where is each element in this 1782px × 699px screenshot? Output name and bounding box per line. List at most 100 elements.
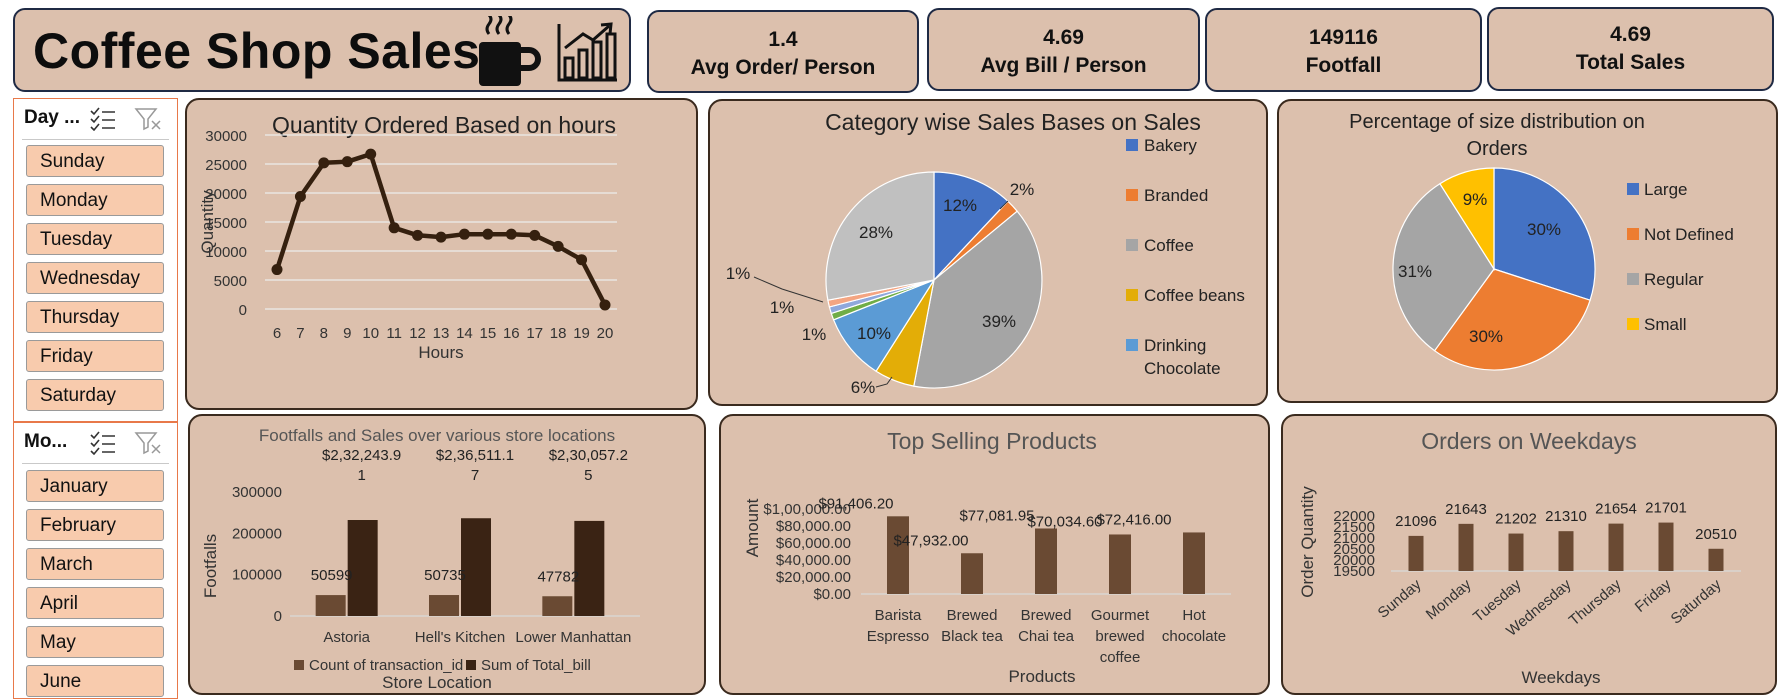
data-label: $2,36,511.1	[436, 447, 514, 464]
kpi-value: 4.69	[1043, 26, 1084, 49]
y-tick-label: 100000	[232, 567, 282, 584]
pie-slice	[825, 171, 935, 301]
slicer-item-january[interactable]: January	[26, 470, 164, 502]
x-tick-label: Hot	[1182, 607, 1206, 624]
x-tick-label: 15	[480, 325, 497, 342]
bar	[961, 553, 983, 594]
x-tick-label: 17	[526, 325, 543, 342]
y-tick-label: 22000	[1333, 508, 1375, 525]
data-label: 39%	[982, 312, 1016, 331]
data-label: $70,034.60	[1027, 513, 1102, 530]
legend-label: Regular	[1644, 270, 1704, 289]
y-axis-label: Order Quantity	[1298, 486, 1317, 598]
kpi-label: Footfall	[1305, 54, 1382, 77]
slicer-item-friday[interactable]: Friday	[26, 340, 164, 372]
data-label: 1%	[802, 325, 827, 344]
data-label: 12%	[943, 196, 977, 215]
y-axis-label: Quantity	[198, 190, 217, 254]
data-point	[365, 148, 377, 160]
x-tick-label: Hell's Kitchen	[415, 629, 505, 646]
x-tick-label: brewed	[1095, 628, 1144, 645]
data-label: $77,081.95	[959, 507, 1034, 524]
legend-label: Drinking	[1144, 336, 1206, 355]
data-point	[294, 190, 306, 202]
multi-select-icon[interactable]	[90, 431, 116, 455]
legend-label: Bakery	[1144, 136, 1197, 155]
data-label: 21202	[1495, 511, 1537, 528]
data-label: 1%	[726, 264, 751, 283]
slicer-item-saturday[interactable]: Saturday	[26, 379, 164, 411]
chart-title: Footfalls and Sales over various store l…	[259, 426, 615, 445]
x-tick-label: 13	[433, 325, 450, 342]
y-tick-label: 200000	[232, 525, 282, 542]
leader-line	[875, 376, 893, 388]
x-tick-label: 10	[362, 325, 379, 342]
y-tick-label: 300000	[232, 484, 282, 501]
x-tick-label: 7	[296, 325, 304, 342]
x-axis-label: Hours	[418, 343, 463, 362]
legend-label: Coffee beans	[1144, 286, 1245, 305]
kpi-card-avg-order: 1.4 Avg Order/ Person	[647, 10, 919, 93]
stores-chart-panel: Footfalls and Sales over various store l…	[188, 414, 706, 695]
weekdays-bar-chart: Orders on Weekdays1950020000205002100021…	[1298, 428, 1741, 687]
slicer-item-sunday[interactable]: Sunday	[26, 145, 164, 177]
x-tick-label: Brewed	[1021, 607, 1072, 624]
products-bar-chart: Top Selling Products $0.00$20,000.00$40,0…	[743, 428, 1231, 686]
pie-slice	[1493, 167, 1596, 301]
data-label: 50735	[424, 567, 466, 584]
data-label: 1	[357, 467, 365, 484]
x-tick-label: Gourmet	[1091, 607, 1150, 624]
products-chart-panel: Top Selling Products $0.00 $20,000.00 $40,0…	[719, 414, 1270, 695]
month-slicer-title: Mo...	[24, 431, 68, 452]
category-pie-chart: Category wise Sales Bases on Sales 12% 2% 3…	[726, 109, 1245, 397]
slicer-item-february[interactable]: February	[26, 509, 164, 541]
data-label: 20510	[1695, 526, 1737, 543]
x-tick-label: 8	[320, 325, 328, 342]
x-tick-label: coffee	[1100, 649, 1141, 666]
bar	[574, 520, 605, 616]
title-card: Coffee Shop Sales	[13, 8, 631, 92]
y-tick-label: 20000	[205, 186, 247, 203]
x-tick-label: Chai tea	[1018, 628, 1075, 645]
multi-select-icon[interactable]	[90, 107, 116, 131]
x-tick-label: Sunday	[1375, 576, 1425, 622]
data-label: $91,406.20	[818, 495, 893, 512]
slicer-item-thursday[interactable]: Thursday	[26, 301, 164, 333]
data-label: 28%	[859, 223, 893, 242]
clear-filter-icon[interactable]	[134, 107, 162, 131]
data-label: 1%	[770, 298, 795, 317]
x-tick-label: 16	[503, 325, 520, 342]
slicer-item-monday[interactable]: Monday	[26, 184, 164, 216]
legend-swatch	[1126, 289, 1138, 301]
kpi-value: 149116	[1309, 26, 1378, 49]
clear-filter-icon[interactable]	[134, 431, 162, 455]
y-tick-label: 25000	[205, 157, 247, 174]
legend-label: Large	[1644, 180, 1687, 199]
data-point	[271, 264, 283, 276]
hours-chart-panel: Quantity Ordered Based on hours 0 5000 1000…	[185, 98, 698, 410]
data-point	[412, 229, 424, 241]
data-point	[318, 157, 330, 169]
legend-swatch	[1627, 183, 1639, 195]
x-tick-label: Lower Manhattan	[515, 629, 631, 646]
slicer-item-april[interactable]: April	[26, 587, 164, 619]
x-axis-label: Products	[1008, 667, 1075, 686]
data-point	[482, 228, 494, 240]
slicer-item-wednesday[interactable]: Wednesday	[26, 262, 164, 294]
x-tick-label: 6	[273, 325, 281, 342]
slicer-item-may[interactable]: May	[26, 626, 164, 658]
data-point	[388, 222, 400, 234]
size-chart-panel: Percentage of size distribution on Orders…	[1277, 99, 1778, 403]
x-axis-label: Store Location	[382, 673, 492, 692]
x-tick-label: 11	[386, 325, 402, 342]
x-tick-label: Espresso	[867, 628, 930, 645]
slicer-item-tuesday[interactable]: Tuesday	[26, 223, 164, 255]
legend-label: Count of transaction_id	[309, 657, 463, 674]
slicer-item-march[interactable]: March	[26, 548, 164, 580]
chart-title: Orders on Weekdays	[1421, 428, 1637, 454]
legend-label: Small	[1644, 315, 1687, 334]
slicer-item-june[interactable]: June	[26, 665, 164, 697]
y-tick-label: 20000	[1333, 552, 1375, 569]
kpi-card-total-sales: 4.69 Total Sales	[1487, 7, 1774, 91]
y-tick-label: 30000	[205, 128, 247, 145]
